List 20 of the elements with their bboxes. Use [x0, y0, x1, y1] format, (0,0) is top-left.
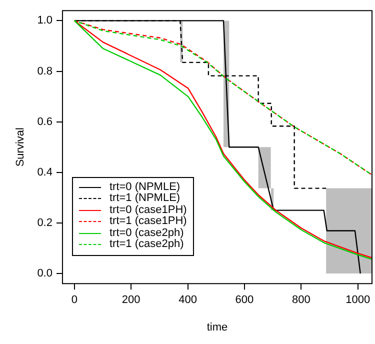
legend-label: trt=0 (case2ph) [109, 226, 184, 239]
x-tick-label: 600 [235, 294, 254, 306]
legend-label: trt=0 (NPMLE) [109, 180, 180, 193]
legend-label: trt=1 (case1PH) [109, 215, 187, 228]
y-tick-label: 0.6 [37, 116, 52, 128]
y-tick-label: 0.4 [37, 166, 52, 178]
x-axis-title: time [206, 321, 228, 334]
x-tick-label: 1000 [346, 294, 370, 306]
x-tick-label: 400 [178, 294, 197, 306]
y-tick-label: 0.2 [37, 216, 52, 229]
x-tick-label: 800 [292, 294, 310, 306]
legend-label: trt=1 (case2ph) [109, 238, 184, 251]
y-tick-label: 0.8 [37, 65, 52, 78]
y-tick-label: 1.0 [37, 14, 52, 27]
x-tick-label: 0 [71, 294, 78, 306]
legend-label: trt=0 (case1PH) [109, 204, 187, 216]
y-tick-label: 0.0 [37, 268, 52, 280]
x-tick-label: 200 [122, 294, 140, 306]
legend-label: trt=1 (NPMLE) [109, 192, 180, 205]
y-axis-title: Survival [14, 128, 27, 167]
